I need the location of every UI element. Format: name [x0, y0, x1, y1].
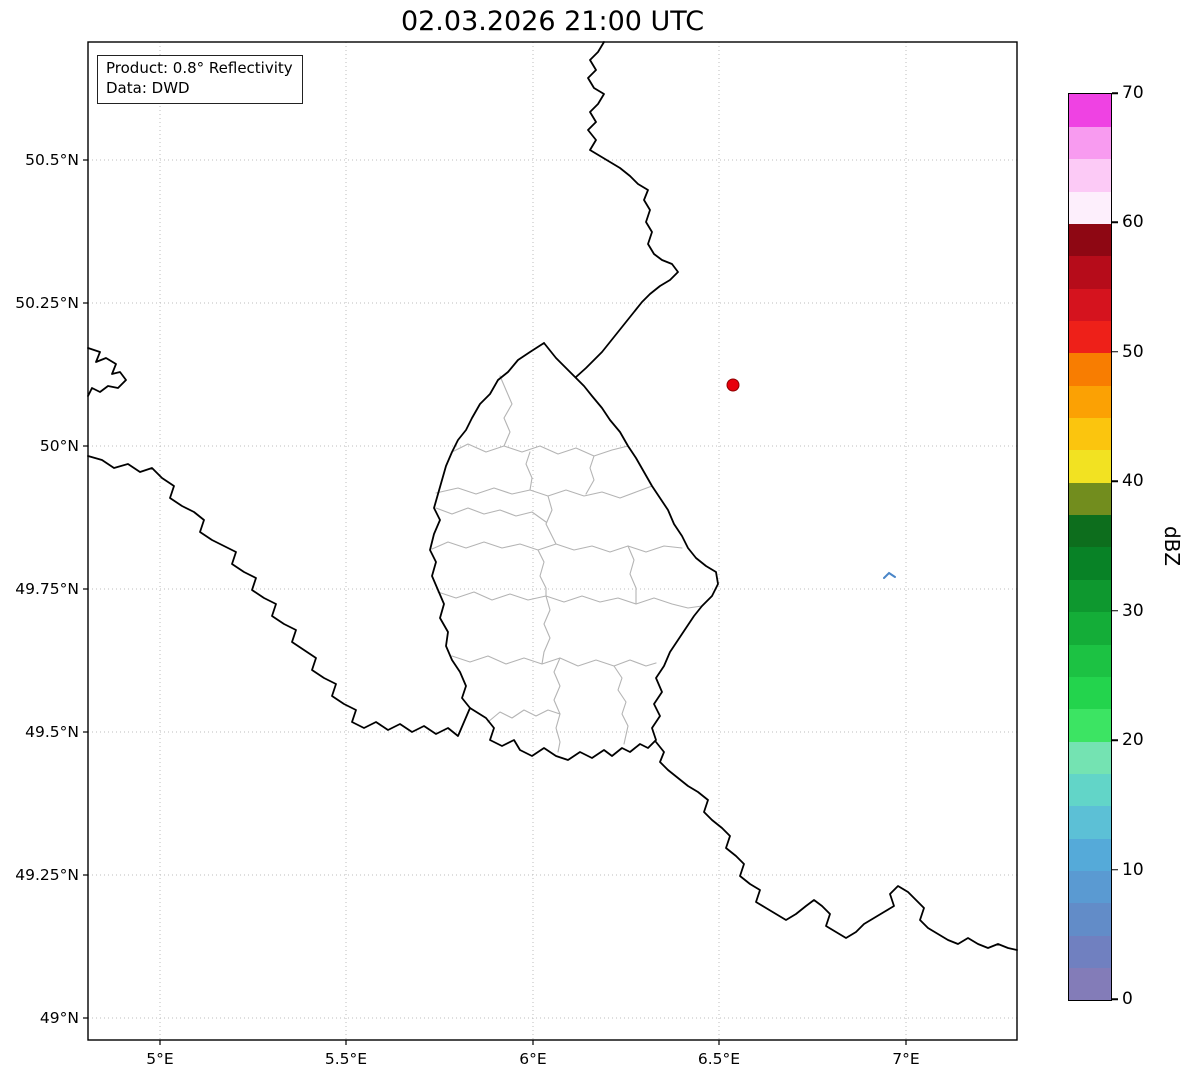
colorbar-label: dBZ: [1160, 525, 1184, 567]
y-tick-label: 50°N: [40, 437, 79, 455]
canton-border: [451, 443, 629, 457]
colorbar-segment: [1069, 191, 1111, 224]
colorbar-segment: [1069, 676, 1111, 710]
colorbar-segment: [1069, 611, 1111, 645]
colorbar-segment: [1069, 94, 1111, 127]
canton-border: [487, 709, 561, 723]
canton-border: [613, 665, 629, 745]
x-tick-label: 7°E: [892, 1050, 919, 1068]
canton-border: [451, 655, 657, 667]
canton-border: [627, 545, 637, 605]
colorbar-segment: [1069, 288, 1111, 321]
colorbar-tick-mark: [1112, 480, 1118, 483]
radar-echo: [883, 571, 896, 579]
radar-site-marker: [726, 378, 740, 392]
colorbar-segment: [1069, 255, 1111, 289]
colorbar-tick-label: 10: [1122, 859, 1144, 880]
colorbar-segment: [1069, 838, 1111, 872]
colorbar-segment: [1069, 935, 1111, 969]
canton-border: [525, 451, 533, 491]
canton-border: [431, 541, 683, 553]
colorbar-tick-mark: [1112, 868, 1118, 871]
country-border: [575, 41, 679, 378]
y-tick-label: 50.25°N: [15, 294, 79, 312]
colorbar-segment: [1069, 223, 1111, 257]
canton-border: [545, 495, 557, 545]
colorbar-segment: [1069, 547, 1111, 580]
axes-frame: [87, 41, 1018, 1041]
colorbar-segment: [1069, 967, 1111, 1001]
colorbar-segment: [1069, 773, 1111, 807]
colorbar-segment: [1069, 320, 1111, 354]
canton-border: [437, 591, 703, 609]
colorbar-segment: [1069, 158, 1111, 192]
colorbar-segment: [1069, 870, 1111, 904]
y-tick-label: 49.5°N: [25, 723, 79, 741]
figure-title: 02.03.2026 21:00 UTC: [400, 6, 705, 37]
canton-border: [537, 549, 547, 597]
colorbar-tick-mark: [1112, 221, 1118, 224]
canton-border: [553, 657, 561, 753]
colorbar-tick-label: 60: [1122, 212, 1144, 233]
canton-border: [585, 455, 595, 495]
colorbar-segment: [1069, 805, 1111, 839]
x-tick-label: 6°E: [519, 1050, 546, 1068]
y-tick-label: 49.25°N: [15, 866, 79, 884]
colorbar-tick-mark: [1112, 998, 1118, 1000]
colorbar-segment: [1069, 741, 1111, 774]
colorbar-segment: [1069, 482, 1111, 516]
x-tick-label: 6.5°E: [698, 1050, 740, 1068]
country-border: [655, 741, 1018, 951]
x-tick-label: 5.5°E: [325, 1050, 367, 1068]
info-product-line: Product: 0.8° Reflectivity: [106, 59, 293, 77]
colorbar-segment: [1069, 385, 1111, 419]
colorbar-tick-mark: [1112, 739, 1118, 741]
colorbar-segment: [1069, 514, 1111, 548]
colorbar-segment: [1069, 644, 1111, 677]
canton-border: [499, 375, 513, 447]
country-border: [87, 455, 471, 737]
colorbar-segment: [1069, 708, 1111, 742]
country-border: [87, 347, 127, 397]
y-tick-label: 49.75°N: [15, 580, 79, 598]
colorbar-tick-label: 40: [1122, 471, 1144, 492]
country-border: [429, 342, 719, 761]
colorbar-tick-mark: [1112, 351, 1118, 353]
colorbar-segment: [1069, 126, 1111, 160]
colorbar-tick-label: 70: [1122, 83, 1144, 103]
y-tick-label: 50.5°N: [25, 151, 79, 169]
canton-border: [435, 507, 547, 523]
colorbar-tick-label: 20: [1122, 730, 1144, 751]
colorbar-segment: [1069, 579, 1111, 613]
canton-border: [541, 595, 551, 665]
colorbar-segment: [1069, 417, 1111, 451]
colorbar-tick-label: 30: [1122, 600, 1144, 621]
colorbar-segment: [1069, 902, 1111, 936]
canton-border: [435, 485, 653, 499]
colorbar-segment: [1069, 449, 1111, 483]
x-tick-label: 5°E: [146, 1050, 173, 1068]
colorbar: [1068, 93, 1112, 1001]
info-box: Product: 0.8° Reflectivity Data: DWD: [97, 55, 303, 104]
info-data-line: Data: DWD: [106, 79, 190, 98]
colorbar-tick-mark: [1112, 92, 1118, 94]
colorbar-tick-label: 0: [1122, 989, 1133, 1009]
colorbar-tick-label: 50: [1122, 341, 1144, 362]
y-tick-label: 49°N: [40, 1009, 79, 1027]
colorbar-segment: [1069, 352, 1111, 386]
colorbar-tick-mark: [1112, 609, 1118, 612]
